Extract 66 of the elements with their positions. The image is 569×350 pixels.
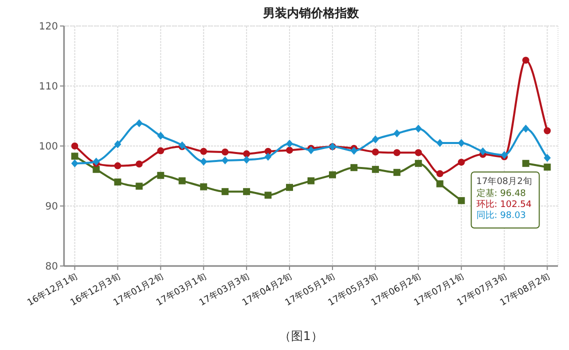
point bbox=[350, 164, 358, 172]
point bbox=[71, 142, 78, 150]
y-tick-label: 80 bbox=[45, 262, 58, 272]
chart-title: 男装内销价格指数 bbox=[262, 6, 360, 20]
y-tick-label: 100 bbox=[38, 142, 58, 152]
point bbox=[200, 183, 208, 190]
y-tick-label: 110 bbox=[38, 82, 58, 92]
y-tick-label: 90 bbox=[45, 202, 58, 212]
point bbox=[372, 166, 379, 173]
point bbox=[436, 170, 444, 178]
point bbox=[544, 127, 551, 134]
point bbox=[222, 148, 229, 156]
point bbox=[544, 164, 551, 171]
point bbox=[308, 146, 314, 154]
point bbox=[243, 156, 250, 164]
point bbox=[136, 182, 143, 190]
point bbox=[522, 160, 530, 167]
point bbox=[393, 168, 400, 176]
point bbox=[264, 152, 272, 161]
point bbox=[372, 148, 379, 156]
point bbox=[114, 140, 122, 148]
point bbox=[200, 148, 208, 155]
point bbox=[458, 197, 465, 204]
point bbox=[393, 149, 400, 156]
point bbox=[136, 119, 143, 128]
point bbox=[414, 124, 422, 133]
point bbox=[286, 184, 294, 191]
point bbox=[136, 160, 143, 168]
annotation: 环比: 102.54 bbox=[476, 199, 532, 210]
point bbox=[157, 172, 164, 179]
point bbox=[458, 139, 465, 147]
point bbox=[286, 146, 294, 154]
point bbox=[458, 158, 465, 166]
point bbox=[436, 139, 444, 147]
text: （图1） bbox=[279, 329, 323, 343]
point bbox=[544, 154, 551, 162]
y-tick-label: 120 bbox=[38, 22, 58, 32]
point bbox=[436, 180, 444, 188]
point bbox=[222, 188, 229, 196]
point bbox=[308, 177, 314, 184]
point bbox=[522, 124, 530, 133]
point bbox=[393, 129, 400, 138]
point bbox=[350, 146, 358, 155]
point bbox=[479, 147, 486, 156]
point bbox=[157, 132, 164, 140]
point bbox=[114, 162, 122, 170]
point bbox=[178, 177, 186, 184]
point bbox=[286, 140, 294, 148]
point bbox=[372, 135, 379, 144]
annotation: 17年08月2旬 bbox=[476, 176, 532, 187]
point bbox=[414, 160, 422, 167]
point bbox=[328, 171, 336, 178]
point bbox=[114, 178, 122, 186]
point bbox=[222, 156, 229, 164]
annotation: 同比: 98.03 bbox=[476, 210, 526, 221]
point bbox=[200, 158, 208, 166]
point bbox=[243, 150, 250, 158]
point bbox=[243, 188, 250, 196]
point bbox=[71, 152, 78, 160]
point bbox=[92, 166, 100, 173]
point bbox=[157, 147, 164, 154]
point bbox=[264, 192, 272, 199]
point bbox=[71, 159, 78, 168]
point bbox=[414, 149, 422, 156]
point bbox=[522, 56, 530, 64]
annotation: 定基: 96.48 bbox=[476, 188, 526, 199]
